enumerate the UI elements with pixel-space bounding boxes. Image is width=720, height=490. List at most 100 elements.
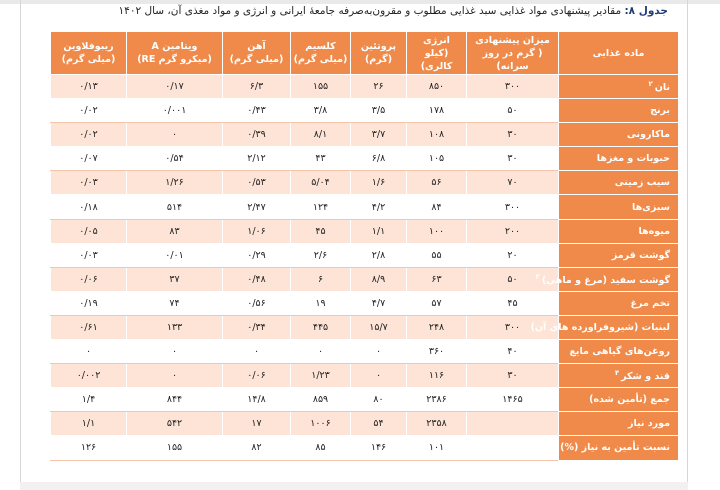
- table-row: مورد نیاز ۲۳۵۸ ۵۴ ۱۰۰۶ ۱۷ ۵۴۲ ۱/۱: [50, 411, 679, 437]
- value-cell: ۱۵۵: [126, 435, 223, 461]
- value-cell: ۳۶۰: [406, 339, 467, 365]
- column-header-unit: (گرم): [364, 54, 393, 65]
- column-header: پروتئین (گرم): [350, 32, 407, 75]
- value-cell: ۰/۲۹: [222, 242, 291, 268]
- value-cell: ۱/۲۶: [126, 170, 223, 196]
- column-header: ویتامین A (میکرو گرم RE): [126, 32, 223, 75]
- column-header-label: پروتئین: [360, 41, 397, 52]
- value-cell: ۰/۰۱: [126, 242, 223, 268]
- value-cell: ۱۴/۸: [222, 387, 291, 413]
- value-cell: ۵۷: [406, 290, 467, 316]
- column-header-label: انرژی: [423, 34, 450, 46]
- value-cell: ۱/۱: [350, 218, 407, 244]
- food-name: حبوبات و مغزها: [596, 153, 670, 165]
- value-cell: ۱۴۶۵: [466, 387, 559, 413]
- value-cell: ۰/۱۳: [50, 73, 127, 100]
- value-cell: ۱/۲۳: [290, 363, 351, 389]
- table-body: نان۲ ۳۰۰ ۸۵۰ ۲۶ ۱۵۵ ۶/۳ ۰/۱۷ ۰/۱۳ برنج ۵۰ ۱۷۸ ۳/۵ ۳/…: [50, 73, 679, 461]
- table-row: نسبت تأمین به نیاز (%) ۱۰۱ ۱۴۶ ۸۵ ۸۲ ۱۵۵ ۱۲۶: [50, 435, 679, 461]
- value-cell: ۳/۵: [350, 98, 407, 124]
- food-name: تخم مرغ: [630, 297, 670, 309]
- food-name: گوشت سفید (مرغ و ماهی): [541, 274, 670, 286]
- value-cell: ۱۵۵: [290, 73, 351, 100]
- value-cell: ۰/۰۰۱: [126, 98, 223, 124]
- value-cell: ۲۳۵۸: [406, 411, 467, 437]
- food-name: مورد نیاز: [628, 418, 670, 430]
- value-cell: ۰/۰۶: [222, 363, 291, 389]
- column-header-unit: (میکرو گرم RE): [137, 54, 212, 65]
- column-header: آهن (میلی گرم): [222, 32, 291, 75]
- value-cell: ۱۴۶: [350, 435, 407, 461]
- value-cell: ۰: [126, 339, 223, 365]
- value-cell: ۰/۰۳: [50, 170, 127, 196]
- value-cell: ۱/۰۶: [222, 218, 291, 244]
- table-row: حبوبات و مغزها ۳۰ ۱۰۵ ۶/۸ ۴۳ ۲/۱۲ ۰/۵۴ ۰/۰۷: [50, 146, 679, 172]
- bottom-edge: [20, 482, 688, 490]
- food-name-cell: جمع (تأمین شده): [558, 387, 679, 413]
- value-cell: ۱۷۸: [406, 98, 467, 124]
- food-name-cell: تخم مرغ: [558, 290, 679, 316]
- value-cell: ۱۵/۷: [350, 314, 407, 341]
- food-name-cell: قند و شکر۴: [558, 363, 679, 389]
- food-name: نان: [654, 82, 670, 94]
- table-title: مقادیر پیشنهادی مواد غذایی سبد غذایی مطل…: [118, 5, 625, 17]
- value-cell: ۰/۰۳: [50, 242, 127, 268]
- value-cell: ۸۵۹: [290, 387, 351, 413]
- table-row: تخم مرغ ۴۵ ۵۷ ۴/۷ ۱۹ ۰/۵۶ ۷۴ ۰/۱۹: [50, 290, 679, 316]
- value-cell: ۱/۱: [50, 411, 127, 437]
- value-cell: ۱۰۰: [406, 218, 467, 244]
- value-cell: ۴۳: [290, 146, 351, 172]
- value-cell: ۱۲۶: [50, 435, 127, 461]
- column-header: انرژی (کیلو کالری): [406, 32, 467, 75]
- value-cell: ۰/۱۷: [126, 73, 223, 100]
- value-cell: ۸۵: [290, 435, 351, 461]
- value-cell: ۵۰: [466, 98, 559, 124]
- value-cell: ۱۷: [222, 411, 291, 437]
- food-name-cell: لبنیات (شیروفراورده های آن): [531, 314, 679, 341]
- column-header-unit: ( گرم در روز سرانه): [482, 47, 543, 72]
- value-cell: ۰/۶۱: [50, 314, 127, 341]
- value-cell: ۱/۶: [350, 170, 407, 196]
- table-row: قند و شکر۴ ۳۰ ۱۱۶ ۰ ۱/۲۳ ۰/۰۶ ۰ ۰/۰۰۲: [50, 363, 679, 389]
- food-name-cell: برنج: [558, 98, 679, 124]
- value-cell: ۱۱۶: [406, 363, 467, 389]
- value-cell: ۰/۴۳: [222, 98, 291, 124]
- value-cell: ۰/۱۸: [50, 194, 127, 220]
- table-row: گوشت سفید (مرغ و ماهی)۳ ۵۰ ۶۳ ۸/۹ ۶ ۰/۴۸ ۳۷ ۰/۰…: [50, 266, 679, 292]
- value-cell: ۲/۶: [290, 242, 351, 268]
- value-cell: ۰: [126, 122, 223, 148]
- value-cell: ۵۶: [406, 170, 467, 196]
- food-name-cell: گوشت قرمز: [558, 242, 679, 268]
- food-name: گوشت قرمز: [611, 249, 670, 261]
- column-header-unit: (کیلو کالری): [420, 47, 453, 72]
- value-cell: ۲۰: [466, 242, 559, 268]
- column-header-label: آهن: [247, 41, 266, 52]
- column-header-unit: (میلی گرم): [293, 54, 348, 65]
- value-cell: ۵۴: [350, 411, 407, 437]
- food-name: نسبت تأمین به نیاز (%): [560, 442, 670, 454]
- value-cell: ۱۰۵: [406, 146, 467, 172]
- value-cell: ۴۰: [466, 339, 559, 365]
- value-cell: ۲/۸: [350, 242, 407, 268]
- value-cell: ۲۶: [350, 73, 407, 100]
- value-cell: ۰/۵۶: [222, 290, 291, 316]
- table-caption: جدول ۸: مقادیر پیشنهادی مواد غذایی سبد غ…: [28, 4, 668, 19]
- column-header: ریبوفلاوین (میلی گرم): [50, 32, 127, 75]
- value-cell: ۸۴۴: [126, 387, 223, 413]
- food-name-cell: میوه‌ها: [558, 218, 679, 244]
- value-cell: ۰: [126, 363, 223, 389]
- food-name-cell: سبزی‌ها: [558, 194, 679, 220]
- top-edge: [0, 0, 720, 4]
- value-cell: ۴۵: [290, 218, 351, 244]
- value-cell: ۲۰۰: [466, 218, 559, 244]
- value-cell: ۴/۷: [350, 290, 407, 316]
- column-header-label: ریبوفلاوین: [63, 41, 114, 52]
- table-row: ماکارونی ۳۰ ۱۰۸ ۳/۷ ۸/۱ ۰/۳۹ ۰ ۰/۰۲: [50, 122, 679, 148]
- food-name: ماکارونی: [626, 129, 670, 141]
- food-name-cell: روغن‌های گیاهی مایع: [558, 339, 679, 365]
- value-cell: [466, 411, 559, 437]
- footnote-marker: ۳: [535, 272, 540, 281]
- value-cell: ۰/۴۸: [222, 266, 291, 292]
- value-cell: ۰/۰۲: [50, 98, 127, 124]
- footnote-marker: ۴: [614, 369, 620, 378]
